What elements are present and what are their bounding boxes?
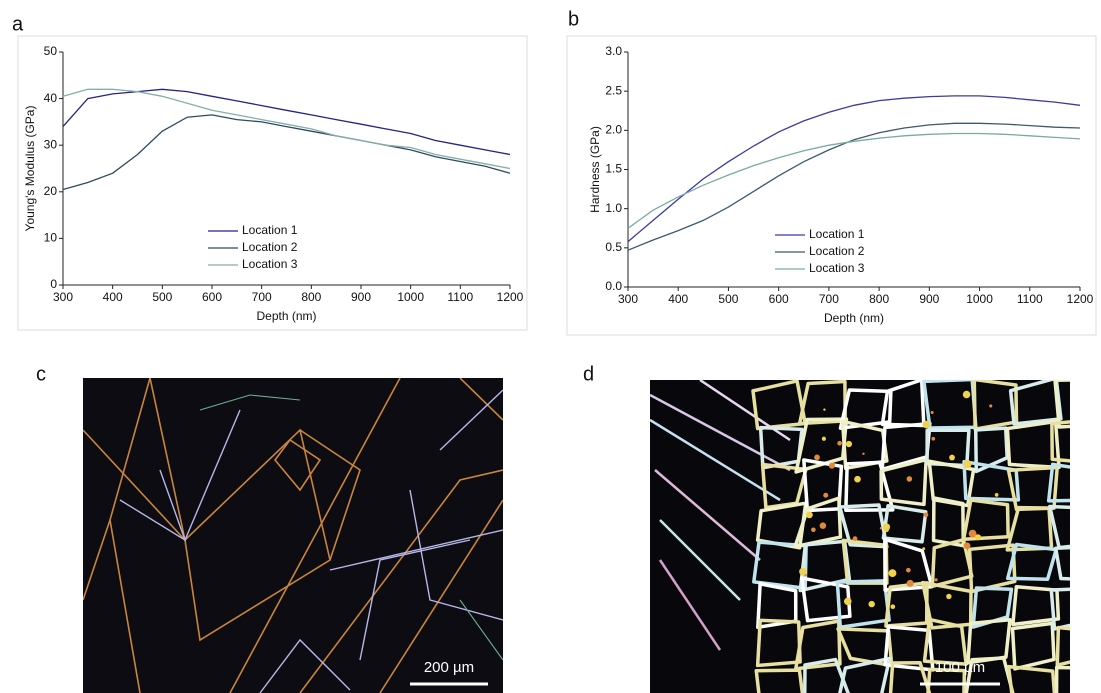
x-tick-label: 1200 (497, 290, 524, 304)
x-tick-label: 300 (618, 292, 638, 306)
series-line (63, 89, 510, 154)
scale-bar-label: 200 µm (424, 659, 474, 676)
x-axis-label: Depth (nm) (824, 311, 884, 325)
crystal (890, 604, 895, 609)
y-tick-label: 40 (44, 91, 58, 105)
crystal (854, 476, 861, 483)
x-axis-label: Depth (nm) (256, 309, 316, 323)
y-tick-label: 3.0 (605, 44, 622, 58)
x-tick-label: 700 (252, 290, 272, 304)
scale-bar-label: 100 µm (935, 659, 985, 676)
y-tick-label: 30 (44, 137, 58, 151)
crystal (964, 460, 972, 468)
chart-frame (18, 36, 527, 330)
crystal (829, 463, 835, 469)
crystal (837, 441, 842, 446)
panel-label: d (583, 363, 594, 385)
crystal (862, 453, 864, 455)
series-line (628, 96, 1080, 242)
panel-label: c (36, 363, 46, 385)
legend-label: Location 2 (809, 244, 865, 258)
crystal (989, 404, 992, 407)
figure: a 0 10 20 30 40 50 300 400 500 600 700 800 900 1000 110… (0, 0, 1101, 693)
x-tick-label: 800 (869, 292, 889, 306)
y-tick-label: 10 (44, 231, 58, 245)
x-tick-label: 1100 (1017, 292, 1043, 306)
x-tick-label: 500 (718, 292, 738, 306)
y-axis-label: Hardness (GPa) (588, 126, 602, 213)
x-tick-label: 400 (103, 290, 123, 304)
crystal (922, 547, 925, 550)
y-tick-label: 1.0 (605, 201, 622, 215)
crystal (844, 598, 852, 606)
legend-label: Location 3 (242, 257, 298, 271)
crystal (883, 523, 890, 530)
crystal (806, 512, 813, 519)
crystal (889, 569, 897, 577)
x-tick-label: 600 (769, 292, 789, 306)
legend-label: Location 1 (242, 223, 298, 237)
x-tick-label: 400 (668, 292, 688, 306)
x-tick-label: 700 (819, 292, 839, 306)
crystal (931, 437, 935, 441)
crystal (924, 513, 929, 518)
crystal (949, 455, 955, 461)
crystal (811, 527, 816, 532)
x-tick-label: 800 (301, 290, 321, 304)
crystal (907, 476, 913, 482)
crystal (931, 411, 934, 414)
x-tick-label: 1000 (397, 290, 424, 304)
series-line (63, 89, 510, 168)
series-line (63, 115, 510, 190)
series-line (628, 134, 1080, 229)
crystal (799, 568, 806, 575)
crystal (935, 578, 938, 581)
y-tick-label: 0.0 (605, 279, 622, 293)
y-tick-label: 0.5 (605, 240, 622, 254)
legend-label: Location 1 (809, 227, 865, 241)
x-tick-label: 1100 (447, 290, 473, 304)
crystal (964, 542, 971, 549)
x-tick-label: 1200 (1067, 292, 1094, 306)
chart-frame (567, 36, 1096, 335)
y-tick-label: 2.0 (605, 123, 622, 137)
y-tick-label: 0 (50, 277, 57, 291)
micrograph (650, 378, 1101, 693)
crystal (814, 454, 820, 460)
x-tick-label: 500 (152, 290, 172, 304)
legend-label: Location 3 (809, 261, 865, 275)
x-tick-label: 1000 (966, 292, 993, 306)
x-tick-label: 900 (351, 290, 371, 304)
crystal (853, 536, 858, 541)
crystal (846, 441, 852, 447)
y-tick-label: 50 (44, 44, 58, 58)
panel-label: a (12, 13, 24, 35)
crystal (820, 522, 826, 528)
crystal (823, 408, 825, 410)
crystal (995, 493, 999, 497)
x-tick-label: 900 (919, 292, 939, 306)
crystal (963, 391, 970, 398)
crystal (880, 527, 882, 529)
crystal (946, 594, 951, 599)
crystal (868, 601, 874, 607)
crystal (823, 493, 828, 498)
y-tick-label: 20 (44, 184, 58, 198)
x-tick-label: 600 (202, 290, 222, 304)
crystal (907, 580, 914, 587)
panel-label: b (568, 8, 579, 30)
crystal (922, 421, 930, 429)
crystal (822, 437, 826, 441)
x-tick-label: 300 (53, 290, 73, 304)
crystal (906, 568, 911, 573)
legend-label: Location 2 (242, 240, 298, 254)
y-tick-label: 1.5 (605, 162, 622, 176)
y-axis-label: Young's Modulus (GPa) (23, 106, 37, 232)
crystal (975, 534, 981, 540)
y-tick-label: 2.5 (605, 83, 622, 97)
micrograph (83, 378, 503, 693)
